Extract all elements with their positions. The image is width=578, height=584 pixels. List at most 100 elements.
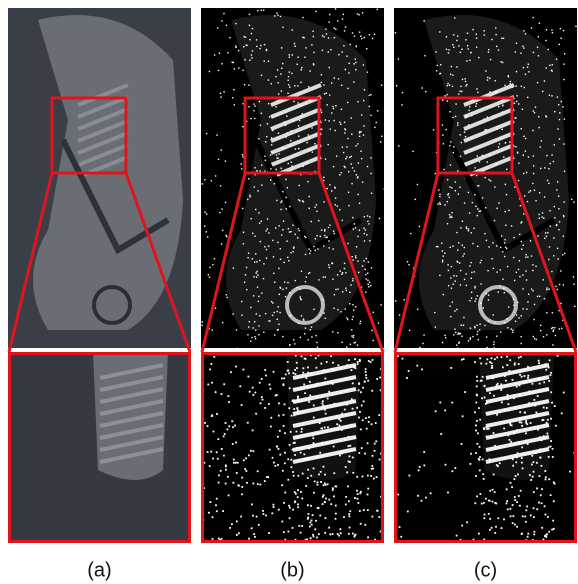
speckle [260, 125, 261, 126]
speckle [458, 332, 459, 333]
speckle [352, 316, 353, 317]
speckle [359, 31, 360, 32]
speckle [311, 336, 312, 337]
speckle [337, 205, 338, 206]
speckle [491, 365, 493, 367]
speckle [531, 383, 533, 385]
speckle [280, 168, 281, 169]
speckle [353, 63, 354, 64]
speckle [278, 402, 280, 404]
speckle [300, 452, 302, 454]
speckle [483, 170, 484, 171]
speckle [254, 392, 256, 394]
speckle [292, 527, 294, 529]
speckle [532, 476, 534, 478]
speckle [469, 300, 470, 301]
speckle [247, 334, 248, 335]
speckle [363, 509, 365, 511]
speckle [335, 204, 336, 205]
speckle [516, 71, 517, 72]
speckle [300, 400, 302, 402]
speckle [272, 315, 273, 316]
speckle [476, 103, 477, 104]
speckle [510, 81, 511, 82]
speckle [320, 236, 321, 237]
speckle [559, 328, 560, 329]
speckle [348, 436, 350, 438]
speckle [557, 258, 558, 259]
speckle [294, 500, 296, 502]
speckle [356, 476, 358, 478]
speckle [347, 485, 349, 487]
speckle [324, 482, 326, 484]
speckle [511, 225, 512, 226]
speckle [488, 299, 489, 300]
speckle [384, 188, 385, 189]
speckle [477, 92, 478, 93]
speckle [501, 38, 502, 39]
speckle [234, 104, 235, 105]
speckle [476, 394, 478, 396]
speckle [221, 149, 222, 150]
speckle [355, 367, 357, 369]
speckle [379, 377, 381, 379]
speckle [521, 533, 523, 535]
speckle [347, 88, 348, 89]
speckle [266, 258, 267, 259]
speckle [543, 407, 545, 409]
speckle [250, 450, 252, 452]
speckle [233, 89, 234, 90]
speckle [520, 336, 521, 337]
speckle [354, 170, 355, 171]
speckle [351, 256, 352, 257]
speckle [306, 162, 307, 163]
speckle [546, 116, 547, 117]
speckle [288, 228, 289, 229]
speckle [355, 58, 356, 59]
speckle [325, 442, 327, 444]
speckle [425, 91, 426, 92]
speckle [295, 280, 296, 281]
speckle [460, 270, 461, 271]
speckle [469, 463, 471, 465]
speckle [466, 521, 468, 523]
speckle [220, 93, 221, 94]
speckle [323, 36, 324, 37]
speckle [229, 37, 230, 38]
speckle [290, 459, 292, 461]
speckle [324, 378, 326, 380]
speckle [310, 475, 312, 477]
speckle [292, 449, 294, 451]
speckle [479, 493, 481, 495]
speckle [333, 308, 334, 309]
speckle [249, 321, 250, 322]
speckle [447, 492, 449, 494]
speckle [361, 158, 362, 159]
speckle [456, 232, 457, 233]
speckle [417, 184, 418, 185]
speckle [308, 196, 309, 197]
speckle [503, 428, 505, 430]
speckle [261, 9, 262, 10]
speckle [349, 527, 351, 529]
speckle [533, 155, 534, 156]
speckle [503, 288, 504, 289]
speckle [347, 243, 348, 244]
speckle [275, 169, 276, 170]
speckle [292, 400, 294, 402]
speckle [548, 380, 550, 382]
speckle [512, 332, 513, 333]
speckle [236, 521, 238, 523]
speckle [256, 46, 257, 47]
speckle [372, 359, 374, 361]
speckle [519, 260, 520, 261]
speckle [402, 92, 403, 93]
speckle [213, 356, 215, 358]
speckle [341, 274, 342, 275]
speckle [347, 138, 348, 139]
speckle [356, 246, 357, 247]
speckle [313, 468, 315, 470]
speckle [476, 495, 478, 497]
speckle [369, 95, 370, 96]
speckle [505, 184, 506, 185]
